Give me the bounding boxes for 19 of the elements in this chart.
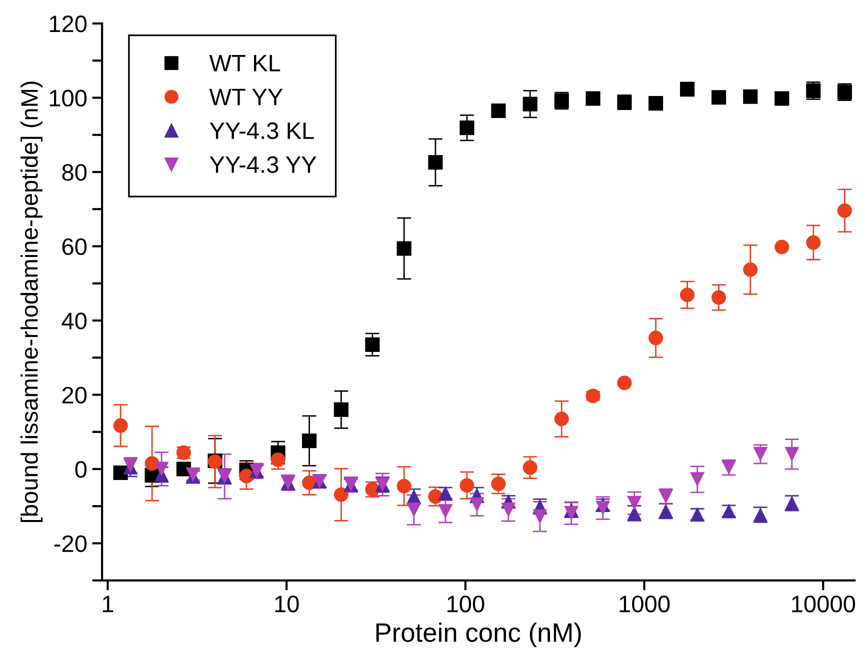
y-tick-label: 80 (62, 164, 87, 181)
legend-label: WT KL (209, 55, 280, 72)
y-tick-label: -20 (54, 535, 87, 552)
legend-label: YY-4.3 KL (210, 122, 314, 140)
y-tick-label: 60 (62, 238, 87, 256)
x-tick-label: 1000 (620, 596, 670, 612)
y-axis-title: [bound lissamine-rhodamine-peptide] (nM) (20, 82, 43, 522)
y-tick-label: 120 (50, 16, 87, 32)
x-tick-label: 100 (448, 596, 484, 612)
x-tick-label: 10000 (792, 596, 856, 612)
x-axis-title: Protein conc (nM) (376, 622, 581, 648)
y-tick-label: 20 (62, 386, 87, 404)
legend-label: YY-4.3 YY (210, 156, 316, 173)
x-tick-label: 1 (102, 596, 114, 612)
y-tick-label: 40 (62, 312, 87, 330)
legend-label: WT YY (209, 88, 283, 106)
x-tick-label: 10 (275, 596, 299, 612)
y-tick-label: 0 (75, 461, 87, 478)
y-tick-label: 100 (50, 90, 87, 107)
